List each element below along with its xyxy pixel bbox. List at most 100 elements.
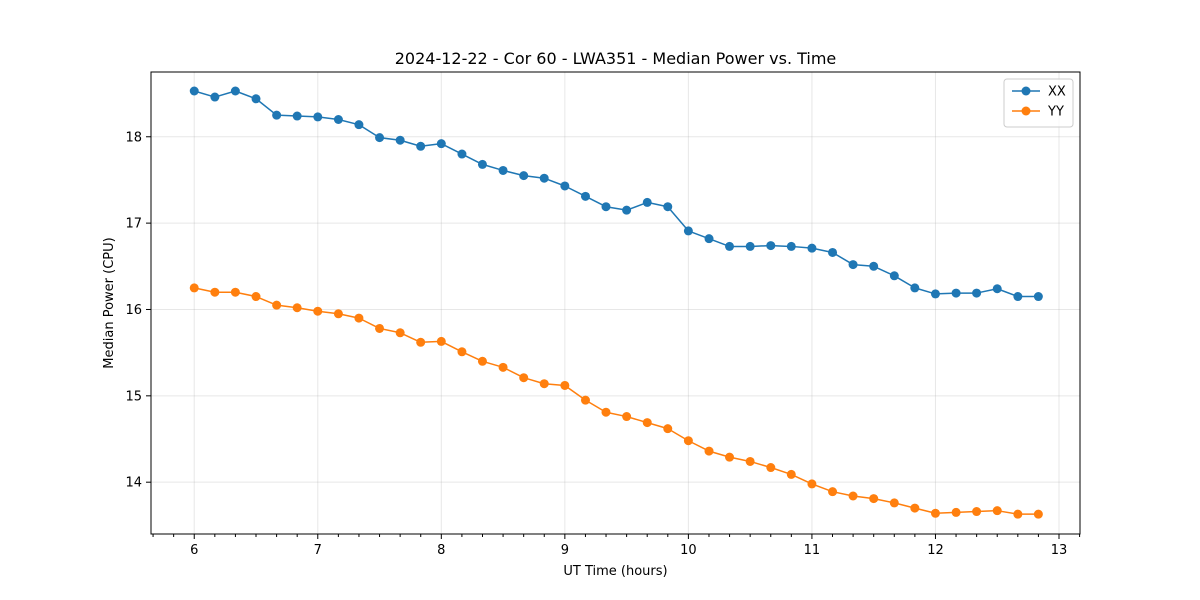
data-point-yy <box>313 306 323 316</box>
x-tick-label: 7 <box>314 543 322 558</box>
data-point-xx <box>333 114 343 124</box>
data-point-xx <box>416 141 426 151</box>
data-point-xx <box>560 181 570 191</box>
data-point-xx <box>457 149 467 159</box>
data-point-xx <box>539 173 549 183</box>
data-point-xx <box>622 205 632 215</box>
plot-area-frame <box>150 71 1081 535</box>
y-tick-label: 15 <box>125 389 142 404</box>
data-point-yy <box>828 487 838 497</box>
data-point-yy <box>477 356 487 366</box>
data-point-yy <box>663 424 673 434</box>
data-point-yy <box>972 507 982 517</box>
y-tick-label: 17 <box>125 217 142 232</box>
data-point-xx <box>848 260 858 270</box>
data-point-yy <box>1013 509 1023 519</box>
x-tick-label: 10 <box>680 543 697 558</box>
data-point-yy <box>848 491 858 501</box>
data-point-xx <box>869 261 879 271</box>
data-point-xx <box>683 226 693 236</box>
data-point-yy <box>951 507 961 517</box>
data-point-yy <box>457 347 467 357</box>
data-point-xx <box>1033 292 1043 302</box>
data-point-xx <box>272 110 282 120</box>
data-point-yy <box>786 469 796 479</box>
data-point-yy <box>683 436 693 446</box>
data-point-yy <box>375 323 385 333</box>
data-point-xx <box>951 288 961 298</box>
data-point-yy <box>272 300 282 310</box>
data-point-yy <box>189 283 199 293</box>
data-point-yy <box>498 362 508 372</box>
data-point-yy <box>601 407 611 417</box>
data-point-yy <box>436 336 446 346</box>
data-point-xx <box>992 284 1002 294</box>
data-point-yy <box>354 313 364 323</box>
x-tick-label: 11 <box>804 543 821 558</box>
legend-label-xx: XX <box>1048 85 1066 100</box>
data-point-yy <box>519 373 529 383</box>
x-tick-label: 12 <box>927 543 944 558</box>
data-point-xx <box>230 86 240 96</box>
legend: XX YY <box>1003 78 1074 128</box>
data-point-xx <box>745 241 755 251</box>
data-point-xx <box>725 241 735 251</box>
series-layer <box>189 86 1043 519</box>
data-point-xx <box>580 191 590 201</box>
data-point-yy <box>560 380 570 390</box>
data-point-xx <box>807 243 817 253</box>
data-point-xx <box>210 92 220 102</box>
data-point-yy <box>230 287 240 297</box>
data-point-yy <box>992 506 1002 516</box>
data-point-xx <box>354 120 364 130</box>
y-tick-label: 14 <box>125 476 142 491</box>
data-point-xx <box>375 133 385 143</box>
data-point-xx <box>189 86 199 96</box>
data-point-xx <box>910 283 920 293</box>
data-point-xx <box>519 171 529 181</box>
data-point-xx <box>889 271 899 281</box>
data-point-xx <box>642 197 652 207</box>
x-tick-label: 13 <box>1051 543 1068 558</box>
data-point-yy <box>210 287 220 297</box>
data-point-yy <box>1033 509 1043 519</box>
data-point-yy <box>930 508 940 518</box>
data-point-xx <box>766 241 776 251</box>
data-point-xx <box>395 135 405 145</box>
series-yy <box>189 283 1043 519</box>
data-point-yy <box>766 463 776 473</box>
data-point-yy <box>622 412 632 422</box>
data-point-yy <box>251 292 261 302</box>
y-tick-label: 16 <box>125 303 142 318</box>
data-point-xx <box>663 202 673 212</box>
data-point-xx <box>251 94 261 104</box>
legend-marker-xx <box>1021 86 1031 96</box>
data-point-xx <box>498 165 508 175</box>
data-point-yy <box>869 494 879 504</box>
data-point-yy <box>704 446 714 456</box>
data-point-yy <box>889 498 899 508</box>
x-axis-title: UT Time (hours) <box>563 564 667 579</box>
data-point-yy <box>807 479 817 489</box>
data-point-xx <box>786 241 796 251</box>
x-tick-label: 8 <box>437 543 445 558</box>
legend-label-yy: YY <box>1047 105 1064 120</box>
data-point-xx <box>292 111 302 121</box>
data-point-xx <box>601 202 611 212</box>
data-point-xx <box>313 112 323 122</box>
y-tick-label: 18 <box>125 130 142 145</box>
data-point-yy <box>539 379 549 389</box>
data-point-yy <box>395 328 405 338</box>
data-point-xx <box>477 159 487 169</box>
data-point-yy <box>333 309 343 319</box>
y-axis-title: Median Power (CPU) <box>102 237 117 368</box>
data-point-xx <box>436 139 446 149</box>
chart-title: 2024-12-22 - Cor 60 - LWA351 - Median Po… <box>395 49 837 68</box>
x-tick-label: 6 <box>190 543 198 558</box>
axis-ticks: 6 7 8 9 10 11 12 13 14 15 16 17 18 <box>125 130 1081 558</box>
data-point-xx <box>1013 292 1023 302</box>
data-point-yy <box>745 456 755 466</box>
data-point-xx <box>972 288 982 298</box>
data-point-yy <box>910 503 920 513</box>
